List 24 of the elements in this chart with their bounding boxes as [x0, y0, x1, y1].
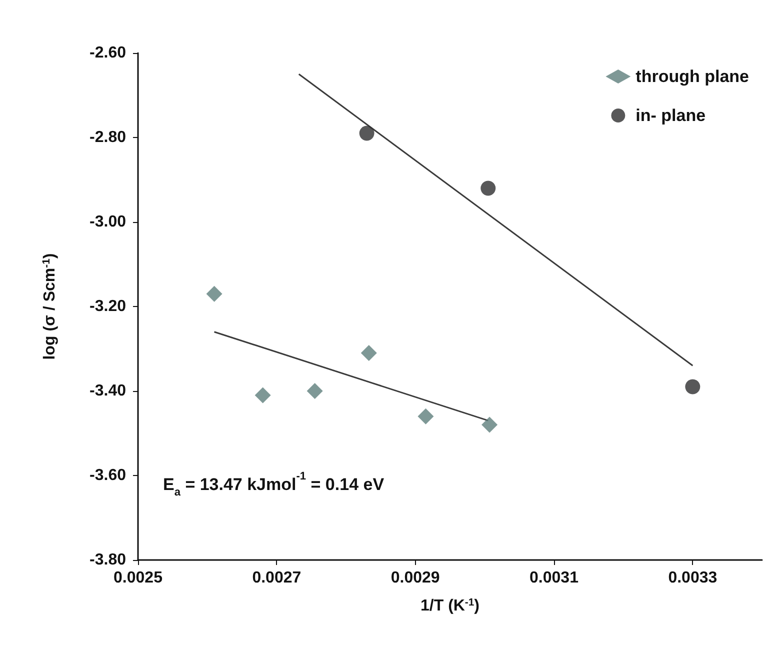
point — [306, 383, 323, 399]
x-tick-label: 0.0029 — [390, 570, 440, 586]
y-tick-label: -3.60 — [90, 467, 126, 484]
x-tick-label: 0.0025 — [114, 570, 163, 586]
point — [206, 286, 222, 302]
point — [418, 408, 434, 424]
legend-label: through plane — [636, 67, 750, 86]
y-tick-label: -3.40 — [90, 382, 126, 400]
x-tick-label: 0.0033 — [668, 570, 718, 586]
y-tick-label: -2.80 — [90, 129, 126, 146]
y-tick-label: -3.20 — [90, 298, 126, 315]
point — [359, 126, 374, 141]
point — [254, 387, 271, 404]
point — [482, 416, 498, 433]
legend-label: in- plane — [636, 106, 706, 125]
x-tick-label: 0.0027 — [252, 570, 302, 586]
y-tick-label: -3.80 — [90, 552, 126, 568]
y-axis-title: log (σ / Scm-1) — [42, 253, 58, 360]
y-tick-label: -2.60 — [90, 44, 126, 62]
point — [685, 379, 700, 394]
x-tick-label: 0.0031 — [530, 570, 579, 586]
y-tick-label: -3.00 — [90, 214, 126, 230]
point — [480, 180, 496, 196]
point — [360, 344, 377, 361]
